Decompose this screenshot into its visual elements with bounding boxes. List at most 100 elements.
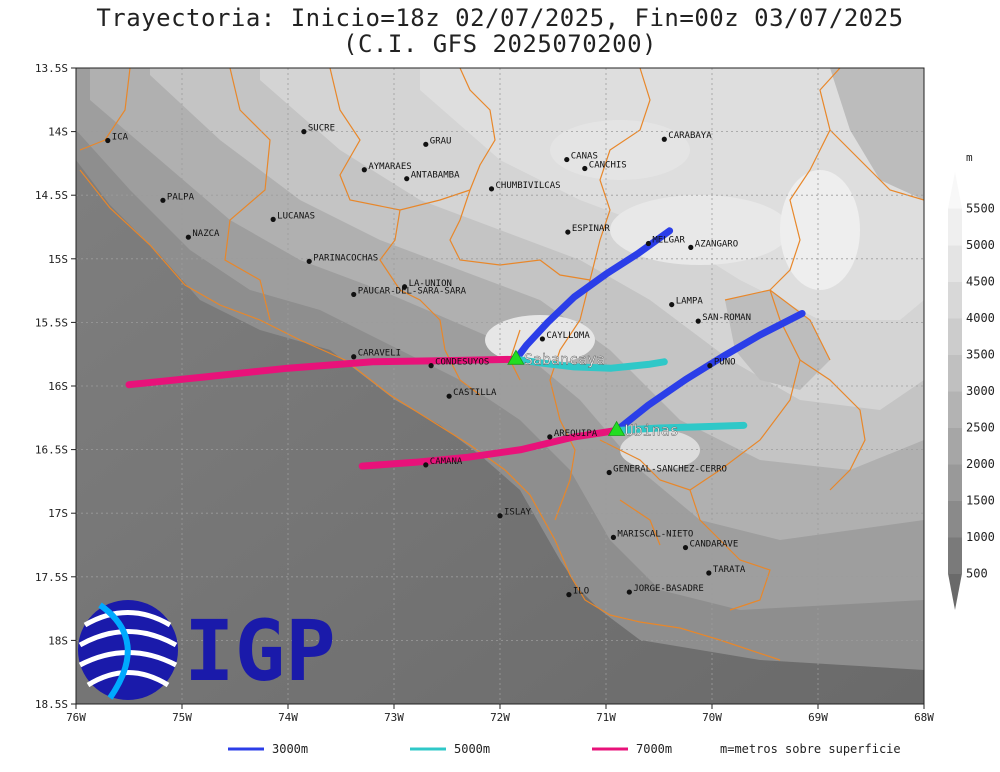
legend-note: m=metros sobre superficie: [720, 742, 901, 756]
colorbar-label: 5000: [966, 238, 995, 252]
place-dot: [688, 244, 694, 250]
y-tick-label: 18.5S: [35, 698, 68, 711]
x-tick-label: 69W: [808, 711, 828, 724]
place-label: GENERAL-SANCHEZ-CERRO: [613, 464, 727, 474]
place-label: ICA: [112, 133, 129, 143]
place-dot: [695, 318, 701, 324]
y-tick-label: 17S: [48, 507, 68, 520]
place-dot: [301, 129, 307, 135]
trajectory-ubinas-5000m: [613, 421, 748, 434]
colorbar-label: 3000: [966, 384, 995, 398]
y-tick-label: 16S: [48, 380, 68, 393]
place-label: LAMPA: [676, 297, 704, 307]
place-dot: [446, 393, 452, 399]
place-dot: [707, 363, 713, 369]
place-dot: [539, 336, 546, 342]
place-dot: [606, 469, 612, 476]
colorbar-label: 2500: [966, 421, 995, 435]
x-tick-label: 76W: [66, 711, 86, 724]
y-tick-label: 13.5S: [35, 62, 68, 75]
map-gridlines: [76, 68, 924, 704]
colorbar-label: 2000: [966, 457, 995, 471]
place-label: ISLAY: [504, 508, 532, 518]
y-tick-label: 16.5S: [35, 444, 68, 457]
place-dot: [488, 186, 495, 192]
place-label: CANDARAVE: [690, 540, 739, 550]
place-dot: [582, 165, 588, 172]
x-tick-label: 75W: [172, 711, 192, 724]
volcano-label: Ubinas: [625, 422, 679, 440]
place-dot: [270, 216, 276, 222]
place-label: GRAU: [430, 136, 452, 146]
colorbar-segment: [948, 573, 962, 610]
place-label: ESPINAR: [572, 224, 611, 234]
place-label: LA-UNION: [409, 279, 452, 289]
trajectory-legend: 3000m 5000m 7000m m=metros sobre superficie: [228, 742, 901, 756]
x-tick-label: 68W: [914, 711, 934, 724]
place-dot: [547, 434, 553, 440]
place-dot: [661, 136, 667, 142]
place-dot: [423, 462, 429, 468]
colorbar-label: 500: [966, 567, 988, 581]
place-label: AZANGARO: [695, 239, 738, 249]
place-label: TARATA: [713, 565, 746, 575]
place-dot: [497, 513, 503, 519]
colorbar-segment: [948, 500, 962, 538]
place-label: SAN-ROMAN: [702, 313, 751, 323]
place-label: AREQUIPA: [554, 429, 598, 439]
place-label: ANTABAMBA: [411, 171, 460, 181]
x-tick-label: 74W: [278, 711, 298, 724]
y-tick-label: 15S: [48, 253, 68, 266]
colorbar-segment: [948, 354, 962, 392]
place-label: CARABAYA: [668, 131, 712, 141]
place-label: CONDESUYOS: [435, 358, 489, 368]
colorbar-unit-label: m: [966, 151, 973, 164]
colorbar-segment: [948, 537, 962, 574]
trajectory-sabancaya-5000m: [512, 355, 668, 372]
x-tick-label: 73W: [384, 711, 404, 724]
place-dot: [682, 544, 689, 551]
map-title-line2: (C.I. GFS 2025070200): [343, 30, 657, 58]
colorbar-segment: [948, 318, 962, 355]
place-label: AYMARAES: [368, 162, 411, 172]
colorbar-segment: [948, 427, 962, 465]
place-dot: [402, 284, 408, 290]
colorbar-segment: [948, 281, 962, 319]
colorbar-label: 5500: [966, 202, 995, 216]
place-dot: [160, 197, 166, 203]
place-label: PALPA: [167, 192, 195, 202]
y-tick-label: 17.5S: [35, 571, 68, 584]
trajectory-sabancaya-3000m: [512, 227, 674, 363]
trajectory-ubinas-3000m: [613, 310, 806, 434]
colorbar-segment: [948, 391, 962, 428]
place-label: CANCHIS: [589, 160, 627, 170]
elevation-colorbar: 500 1000 1500 2000 2500 3000 3500 4000 4500 5000 5…: [948, 172, 995, 610]
igp-logo: IGP: [78, 600, 336, 700]
colorbar-label: 4500: [966, 275, 995, 289]
place-label: CARAVELI: [358, 349, 401, 359]
volcano-markers: Sabancaya Ubinas: [507, 349, 679, 440]
colorbar-segment: [948, 245, 962, 282]
place-dot: [564, 156, 570, 163]
place-label: MELGAR: [652, 236, 685, 246]
place-label: JORGE-BASADRE: [633, 584, 703, 594]
place-dot: [351, 354, 357, 360]
place-dot: [404, 176, 410, 182]
volcano-icon: [607, 420, 626, 436]
place-label: ILO: [573, 587, 589, 597]
colorbar-segment: [948, 464, 962, 501]
place-dot: [351, 291, 357, 298]
trajectory-sabancaya-7000m: [125, 355, 520, 389]
place-dot: [566, 592, 572, 598]
place-dot: [185, 234, 191, 240]
y-axis-ticks: 13.5S 14S 14.5S 15S 15.5S 16S 16.5S 17S 17.5S 18S…: [35, 62, 76, 711]
place-label: NAZCA: [192, 229, 220, 239]
place-dot: [361, 167, 367, 173]
colorbar-label: 3500: [966, 348, 995, 362]
place-label: SUCRE: [308, 124, 335, 134]
place-dot: [645, 240, 652, 247]
place-label: CAYLLOMA: [546, 331, 590, 341]
